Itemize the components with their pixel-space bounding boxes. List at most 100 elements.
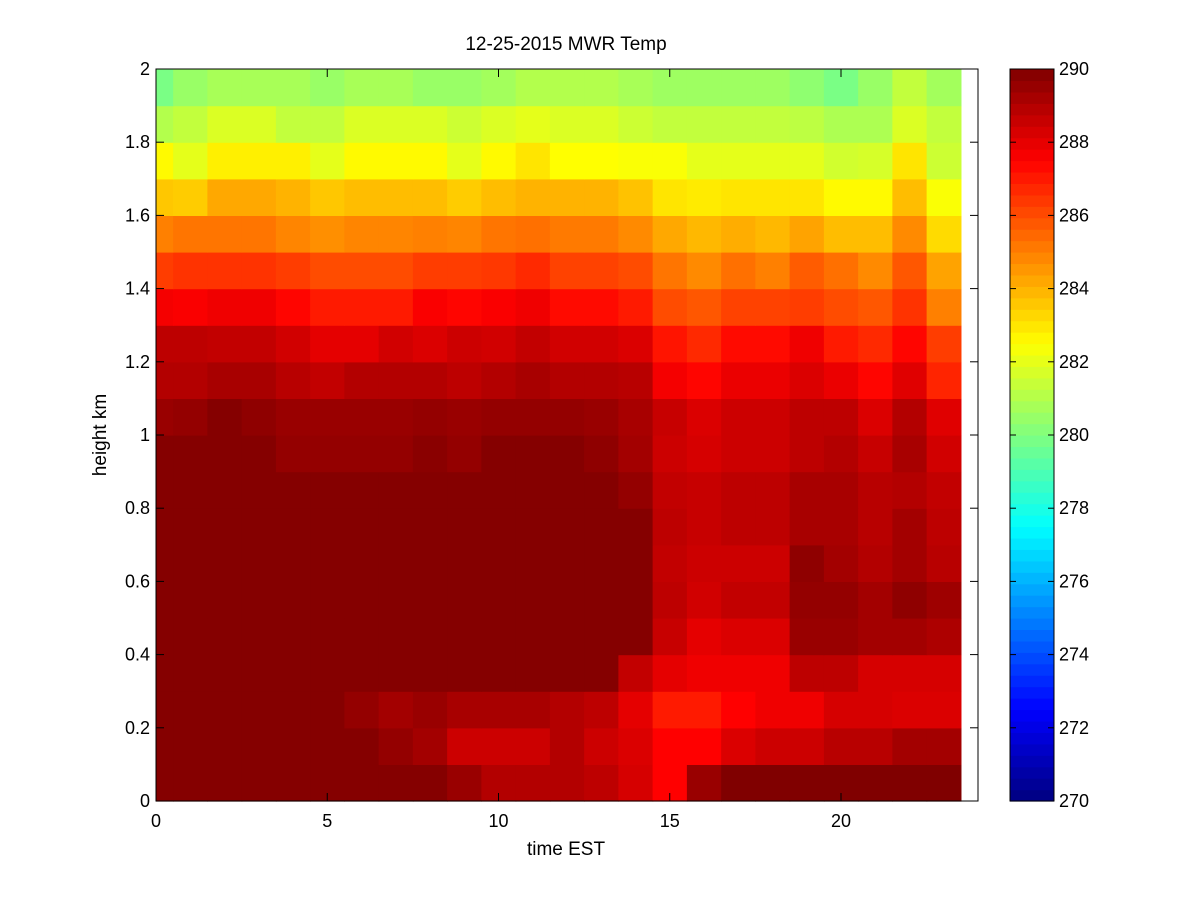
heatmap-cell [926, 435, 962, 473]
heatmap-cell [858, 508, 893, 546]
heatmap-cell [241, 618, 277, 656]
heatmap-cell [207, 471, 243, 509]
heatmap-cell [515, 252, 551, 290]
heatmap-cell [686, 325, 722, 363]
heatmap-cell [618, 727, 654, 765]
heatmap-cell [549, 544, 585, 582]
heatmap-cell [926, 69, 962, 107]
heatmap-cell [275, 435, 311, 473]
colorbar-segment [1010, 778, 1054, 791]
heatmap-cell [275, 581, 311, 619]
heatmap-cell [207, 361, 243, 399]
heatmap-cell [241, 288, 277, 326]
heatmap-cell [447, 105, 482, 143]
heatmap-cell [344, 288, 380, 326]
heatmap-cell [584, 142, 619, 180]
heatmap-cell [755, 361, 791, 399]
heatmap-cell [241, 435, 277, 473]
heatmap-cell [481, 544, 517, 582]
colorbar-segment [1010, 114, 1054, 127]
heatmap-cell [275, 727, 311, 765]
heatmap-cell [344, 727, 380, 765]
heatmap-cell [173, 691, 208, 729]
heatmap-cell [515, 361, 551, 399]
heatmap-cell [549, 654, 585, 692]
colorbar-segment [1010, 526, 1054, 539]
heatmap-cell [310, 435, 345, 473]
heatmap-cell [858, 691, 893, 729]
heatmap-cell [275, 691, 311, 729]
heatmap-cell [344, 105, 380, 143]
colorbar-segment [1010, 183, 1054, 196]
heatmap-cell [378, 325, 414, 363]
colorbar-tick-label: 278 [1059, 498, 1089, 518]
heatmap-cell [584, 471, 619, 509]
heatmap-cell [652, 654, 688, 692]
heatmap-cell [858, 252, 893, 290]
heatmap-cell [789, 654, 825, 692]
heatmap-cell [755, 142, 791, 180]
heatmap-cell [156, 325, 174, 363]
heatmap-cell [686, 435, 722, 473]
heatmap-cell [823, 288, 859, 326]
colorbar-segment [1010, 217, 1054, 230]
heatmap-cell [173, 361, 208, 399]
heatmap-cell [241, 69, 277, 107]
heatmap-cell [789, 288, 825, 326]
heatmap-cell [207, 398, 243, 436]
colorbar-segment [1010, 274, 1054, 287]
heatmap-cell [241, 361, 277, 399]
heatmap-cell [275, 288, 311, 326]
heatmap-cell [721, 508, 756, 546]
heatmap-cell [378, 288, 414, 326]
heatmap-cell [173, 215, 208, 253]
heatmap-cell [858, 288, 893, 326]
colorbar-segment [1010, 343, 1054, 356]
heatmap-cell [412, 544, 448, 582]
heatmap-cell [755, 215, 791, 253]
heatmap-cell [652, 435, 688, 473]
heatmap-cell [823, 252, 859, 290]
heatmap-cell [173, 435, 208, 473]
heatmap-cell [892, 325, 928, 363]
heatmap-cell [173, 508, 208, 546]
x-tick-label: 5 [322, 811, 332, 831]
heatmap-cell [310, 142, 345, 180]
heatmap-cell [618, 288, 654, 326]
heatmap-cell [721, 398, 756, 436]
heatmap-cell [823, 215, 859, 253]
y-tick-label: 1.8 [125, 132, 150, 152]
heatmap-cell [275, 654, 311, 692]
heatmap-cell [275, 471, 311, 509]
chart-title: 12-25-2015 MWR Temp [465, 34, 666, 55]
heatmap-cell [310, 252, 345, 290]
heatmap-cell [447, 215, 482, 253]
heatmap-cell [310, 288, 345, 326]
heatmap-cell [926, 105, 962, 143]
heatmap-cell [447, 398, 482, 436]
heatmap-cell [823, 727, 859, 765]
heatmap-cell [481, 105, 517, 143]
heatmap-cell [858, 69, 893, 107]
heatmap-cell [156, 764, 174, 802]
heatmap-cell [721, 471, 756, 509]
heatmap-cell [858, 105, 893, 143]
colorbar-segment [1010, 377, 1054, 390]
heatmap-cell [892, 508, 928, 546]
heatmap-cell [618, 398, 654, 436]
heatmap-cell [823, 325, 859, 363]
colorbar-segment [1010, 149, 1054, 162]
heatmap-cell [156, 252, 174, 290]
colorbar-segment [1010, 755, 1054, 768]
heatmap-cell [275, 764, 311, 802]
heatmap-cell [310, 105, 345, 143]
colorbar-segment [1010, 103, 1054, 116]
heatmap-cell [447, 508, 482, 546]
heatmap-cell [173, 618, 208, 656]
heatmap-cell [789, 764, 825, 802]
heatmap-cell [926, 764, 962, 802]
heatmap-cell [156, 471, 174, 509]
colorbar-segment [1010, 698, 1054, 711]
heatmap-cell [549, 142, 585, 180]
heatmap-cell [618, 142, 654, 180]
